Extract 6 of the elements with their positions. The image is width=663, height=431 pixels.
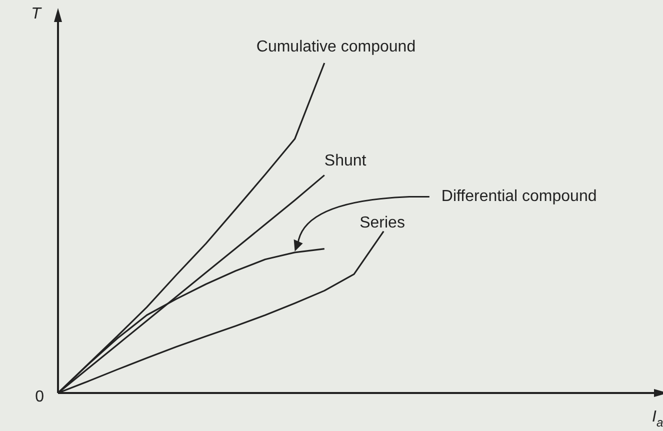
y-axis-title: T <box>31 5 42 22</box>
series-label: Cumulative compound <box>256 38 416 56</box>
text: 0 <box>35 388 44 406</box>
text: Differential compound <box>441 188 597 206</box>
series-label: Series <box>360 214 405 232</box>
series-label: Shunt <box>324 152 367 170</box>
